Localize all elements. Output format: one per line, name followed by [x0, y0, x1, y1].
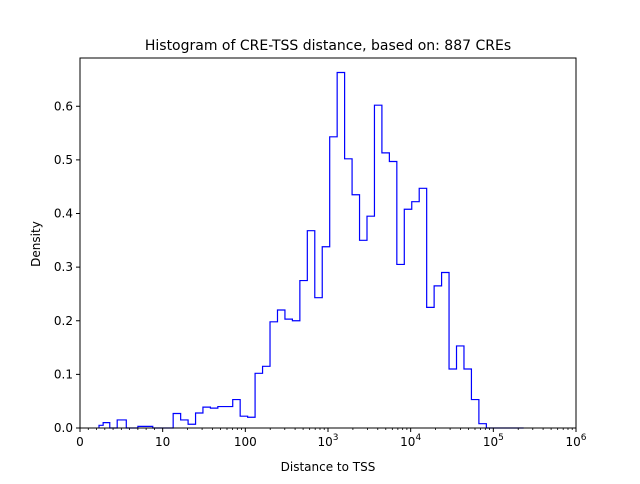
x-tick-label: 105 [483, 433, 504, 449]
y-tick-label: 0.4 [54, 207, 73, 221]
y-tick-label: 0.3 [54, 260, 73, 274]
y-tick-label: 0.0 [54, 421, 73, 435]
x-axis: 0 10 100 103 104 105 106 [76, 428, 587, 449]
histogram-step-line [98, 71, 524, 429]
x-tick-label: 103 [317, 433, 338, 449]
x-axis-label: Distance to TSS [281, 460, 376, 474]
y-tick-label: 0.5 [54, 153, 73, 167]
y-tick-label: 0.2 [54, 314, 73, 328]
y-axis-label: Density [29, 221, 43, 267]
x-tick-label: 10 [155, 435, 170, 449]
y-axis: 0.0 0.1 0.2 0.3 0.4 0.5 0.6 [54, 99, 80, 435]
x-tick-label: 104 [400, 433, 421, 449]
x-tick-label: 100 [234, 435, 257, 449]
x-tick-label: 106 [565, 433, 586, 449]
x-tick-label: 0 [76, 435, 84, 449]
chart-title: Histogram of CRE-TSS distance, based on:… [145, 38, 511, 54]
y-tick-label: 0.1 [54, 367, 73, 381]
y-tick-label: 0.6 [54, 99, 73, 113]
